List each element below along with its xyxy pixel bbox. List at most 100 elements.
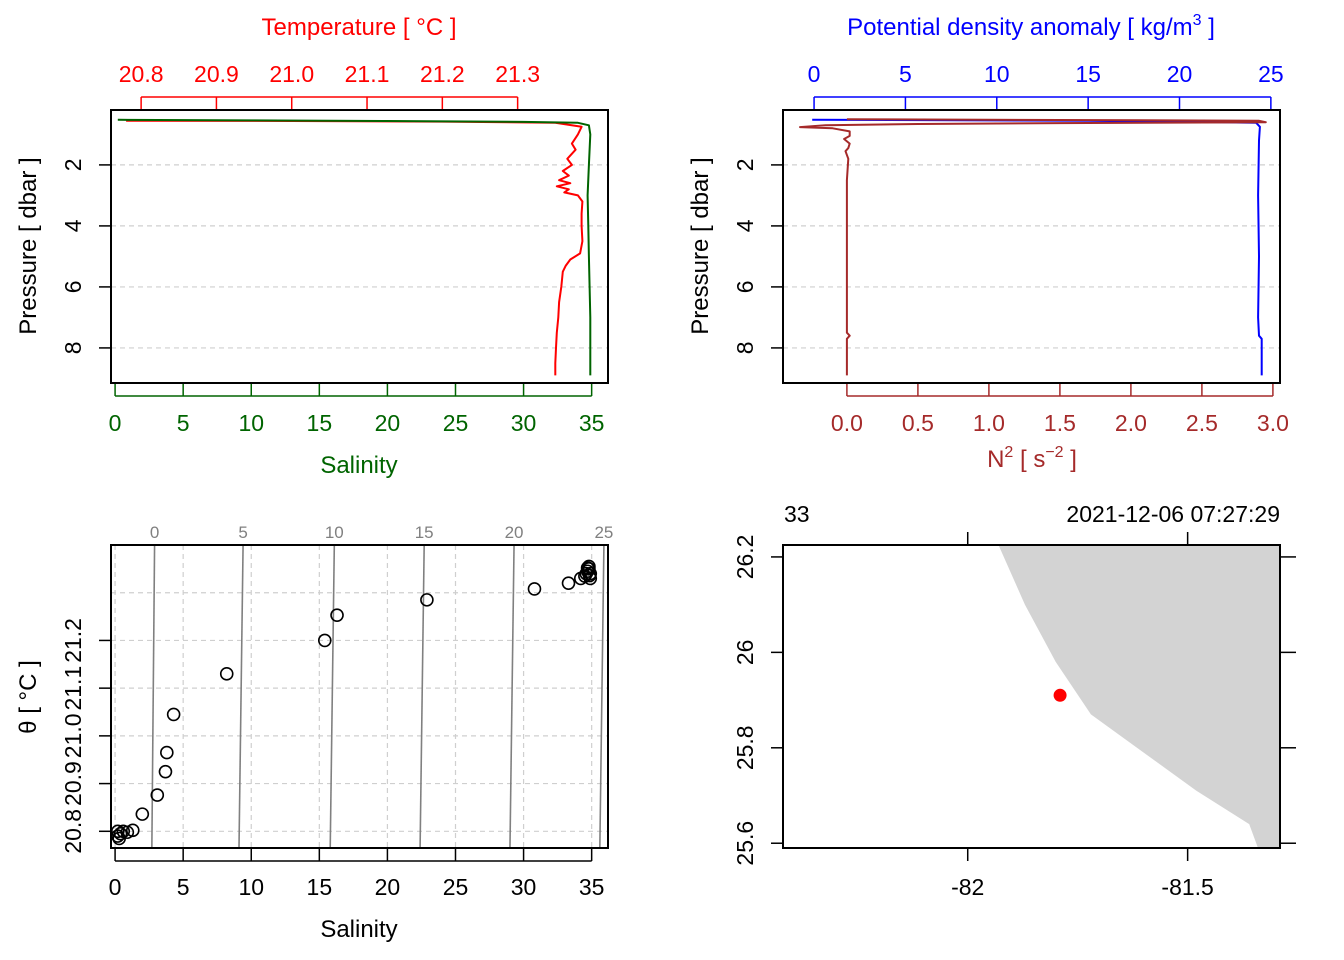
p3-data-point bbox=[420, 593, 434, 607]
p1-bottom-tick-label: 0 bbox=[109, 410, 122, 436]
p3-density-labels: 0 5 10 15 20 25 bbox=[150, 523, 614, 542]
p1-bottom-tick-label: 5 bbox=[177, 410, 190, 436]
p2-series bbox=[799, 118, 1267, 376]
p1-salinity-axis-title: Salinity bbox=[320, 452, 397, 479]
panel-temperature-salinity: 20.8 20.9 21.0 21.1 21.2 21.3 0 5 10 15 20 25 30 35 … bbox=[15, 14, 609, 479]
p1-series-line-top bbox=[126, 119, 584, 376]
p2-top-tick-label: 10 bbox=[984, 61, 1010, 87]
p2-frame bbox=[782, 109, 1281, 384]
p2-gridlines bbox=[783, 164, 1280, 349]
p3-data-point bbox=[113, 826, 128, 841]
p1-gridlines bbox=[111, 164, 608, 349]
p2-bottom-tick-label: 3.0 bbox=[1257, 410, 1289, 436]
p3-isopycnal-line bbox=[419, 544, 425, 849]
p2-top-tick-label: 25 bbox=[1258, 61, 1284, 87]
p3-data-point bbox=[219, 667, 234, 681]
p3-isopycnals bbox=[151, 544, 605, 849]
p3-isopycnal-line bbox=[599, 544, 605, 849]
p1-temperature-ticks: 20.8 20.9 21.0 21.1 21.2 21.3 bbox=[119, 61, 540, 109]
p3-x-tick-label: 35 bbox=[579, 874, 605, 900]
p1-frame bbox=[110, 109, 609, 384]
p3-density-tick-label: 10 bbox=[325, 523, 344, 542]
map-station-label: 33 bbox=[784, 501, 810, 527]
station-marker[interactable] bbox=[1053, 688, 1067, 702]
p2-bottom-tick-label: 1.0 bbox=[973, 410, 1005, 436]
p3-density-tick-label: 15 bbox=[415, 523, 434, 542]
p3-x-tick-label: 10 bbox=[238, 874, 264, 900]
p2-density-axis-title: Potential density anomaly [ kg/m3 ] bbox=[847, 12, 1215, 41]
p3-salinity-axis-title: Salinity bbox=[320, 916, 397, 943]
p3-theta-axis-title: θ [ °C ] bbox=[15, 660, 42, 734]
p3-gridlines bbox=[111, 545, 608, 848]
p3-frame bbox=[110, 544, 609, 849]
p1-bottom-tick-label: 30 bbox=[511, 410, 537, 436]
p3-x-tick-label: 15 bbox=[307, 874, 333, 900]
panel-ts-diagram: 0 5 10 15 20 25 30 35 20.8 20.9 21.021.1 21.2 0 5 10… bbox=[15, 523, 613, 943]
map-latitude-ticks: 25.6 25.8 26 26.2 bbox=[732, 535, 1296, 866]
p3-data-point bbox=[150, 788, 165, 802]
p2-top-tick-label: 15 bbox=[1075, 61, 1101, 87]
panel-map: -82 -81.5 25.6 25.8 26 26.2 33 2021-12-06 07… bbox=[732, 501, 1296, 900]
p1-y-tick-label: 6 bbox=[60, 281, 86, 294]
map-land bbox=[998, 545, 1280, 848]
p1-series-line-bottom bbox=[117, 118, 592, 376]
p3-x-tick-label: 5 bbox=[177, 874, 190, 900]
p1-y-tick-label: 4 bbox=[60, 219, 86, 232]
p1-top-tick-label: 20.9 bbox=[194, 61, 239, 87]
p1-top-tick-label: 20.8 bbox=[119, 61, 164, 87]
p2-bottom-tick-label: 2.0 bbox=[1115, 410, 1147, 436]
p2-pressure-ticks: 2 4 6 8 bbox=[732, 159, 783, 354]
p3-data-point bbox=[561, 576, 576, 590]
p3-isopycnal-line bbox=[509, 544, 515, 849]
p2-y-tick-label: 2 bbox=[732, 159, 758, 172]
p2-bottom-tick-label: 1.5 bbox=[1044, 410, 1076, 436]
p2-y-tick-label: 6 bbox=[732, 281, 758, 294]
p3-data-point bbox=[158, 764, 173, 779]
p3-data-point bbox=[125, 823, 140, 838]
map-lat-tick-label: 25.8 bbox=[732, 725, 758, 770]
p3-theta-ticks: 20.8 20.9 21.021.1 21.2 bbox=[60, 618, 111, 854]
p2-density-ticks: 0 5 10 15 20 25 bbox=[808, 61, 1284, 109]
p1-top-tick-label: 21.1 bbox=[345, 61, 390, 87]
map-lon-tick-label: -82 bbox=[951, 874, 984, 900]
map-lat-tick-label: 25.6 bbox=[732, 821, 758, 866]
p3-x-tick-label: 20 bbox=[375, 874, 401, 900]
p1-top-tick-label: 21.0 bbox=[269, 61, 314, 87]
p3-points bbox=[111, 559, 598, 846]
map-lon-tick-label: -81.5 bbox=[1161, 874, 1213, 900]
p4-frame bbox=[782, 544, 1281, 849]
p1-y-tick-label: 8 bbox=[60, 342, 86, 355]
p1-series bbox=[117, 118, 592, 376]
p3-isopycnal-line bbox=[238, 544, 244, 849]
p3-data-point bbox=[527, 582, 542, 596]
p2-n2-axis-title: N2 [ s−2 ] bbox=[987, 444, 1077, 473]
p3-x-tick-label: 0 bbox=[109, 874, 122, 900]
p2-y-tick-label: 4 bbox=[732, 219, 758, 232]
p2-bottom-tick-label: 2.5 bbox=[1186, 410, 1218, 436]
p1-bottom-tick-label: 20 bbox=[375, 410, 401, 436]
map-lat-tick-label: 26 bbox=[732, 640, 758, 666]
p3-salinity-ticks: 0 5 10 15 20 25 30 35 bbox=[109, 849, 605, 900]
p3-isopycnal-line bbox=[329, 544, 336, 849]
p3-isopycnal-line bbox=[151, 544, 156, 849]
p3-data-point bbox=[330, 608, 344, 622]
p1-y-tick-label: 2 bbox=[60, 159, 86, 172]
map-lat-tick-label: 26.2 bbox=[732, 535, 758, 580]
p3-data-point bbox=[135, 807, 150, 821]
p3-x-tick-label: 25 bbox=[443, 874, 469, 900]
p2-series-line-bottom bbox=[799, 118, 1267, 376]
p3-data-point bbox=[120, 825, 135, 840]
p2-series-line-top bbox=[812, 118, 1263, 376]
p1-salinity-ticks: 0 5 10 15 20 25 30 35 bbox=[109, 384, 604, 436]
p3-data-point bbox=[166, 707, 181, 722]
p3-density-tick-label: 5 bbox=[238, 523, 247, 542]
panel-density-n2: 0 5 10 15 20 25 0.0 0.5 1.0 1.5 2.0 2.5 3.0 2 4 6 8 Po… bbox=[687, 12, 1289, 473]
p3-y-tick-label: 20.8 bbox=[60, 809, 86, 854]
p3-x-tick-label: 30 bbox=[511, 874, 537, 900]
p1-top-tick-label: 21.2 bbox=[420, 61, 465, 87]
p2-n2-ticks: 0.0 0.5 1.0 1.5 2.0 2.5 3.0 bbox=[831, 384, 1289, 436]
p2-top-tick-label: 20 bbox=[1167, 61, 1193, 87]
p3-density-tick-label: 25 bbox=[594, 523, 613, 542]
p3-data-point bbox=[317, 633, 332, 648]
